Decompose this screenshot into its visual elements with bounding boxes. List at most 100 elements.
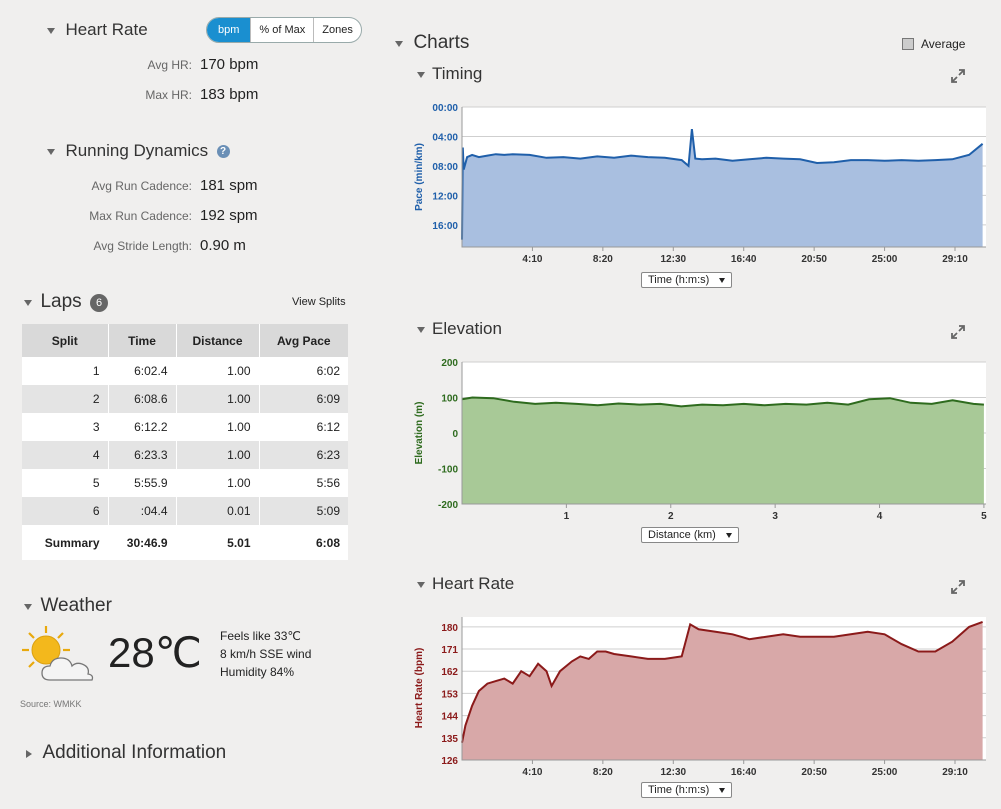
y-tick-label: 171 (441, 645, 458, 656)
charts-section-header[interactable]: Charts (395, 32, 469, 54)
stat-value: 0.90 m (200, 237, 246, 254)
col-avg-pace[interactable]: Avg Pace (259, 324, 348, 357)
y-tick-label: 16:00 (432, 221, 458, 232)
cell-time: 6:23.3 (108, 441, 177, 469)
checkbox-box[interactable] (902, 38, 914, 50)
y-tick-label: 144 (441, 712, 458, 723)
y-tick-label: 12:00 (432, 191, 458, 202)
cell-avg-pace: 5:09 (259, 497, 348, 525)
x-tick-label: 12:30 (661, 254, 687, 265)
cell-total-time: 30:46.9 (108, 525, 177, 560)
chevron-down-icon (725, 532, 732, 538)
y-tick-label: 126 (441, 756, 458, 767)
cell-distance: 1.00 (176, 441, 260, 469)
series-line (461, 128, 984, 240)
cell-avg-pace: 6:23 (259, 441, 348, 469)
cell-distance: 0.01 (176, 497, 260, 525)
heart-rate-unit-toggle[interactable]: bpm % of Max Zones (206, 17, 362, 43)
stat-avg-run-cadence: Avg Run Cadence: 181 spm (40, 177, 257, 194)
weather-temperature: 28℃ (108, 629, 202, 676)
additional-info-title: Additional Information (42, 742, 227, 763)
cell-distance: 1.00 (176, 357, 260, 385)
additional-info-section-header[interactable]: Additional Information (26, 742, 226, 764)
x-tick-label: 25:00 (872, 254, 898, 265)
x-axis-selector-label: Time (h:m:s) (648, 274, 710, 286)
toggle-percent-max[interactable]: % of Max (250, 18, 313, 42)
axis-lines (461, 107, 986, 248)
col-distance[interactable]: Distance (176, 324, 260, 357)
col-split[interactable]: Split (22, 324, 109, 357)
running-dynamics-section-header[interactable]: Running Dynamics ? (47, 141, 230, 161)
view-splits-link[interactable]: View Splits (292, 296, 346, 308)
expand-icon[interactable] (950, 579, 966, 595)
weather-humidity: Humidity 84% (220, 665, 295, 679)
y-tick-label: 153 (441, 689, 458, 700)
chart-header-1[interactable]: Elevation (417, 319, 502, 339)
expand-triangle-icon (26, 749, 32, 758)
y-axis-label: Elevation (m) (414, 402, 425, 465)
y-tick-label: 200 (441, 358, 458, 369)
laps-section-header[interactable]: Laps 6 (24, 291, 109, 313)
table-row: 1 6:02.4 1.00 6:02 (22, 357, 348, 385)
chart-title: Elevation (432, 319, 502, 338)
x-tick-label: 20:50 (801, 767, 827, 778)
summary-row: Summary 30:46.9 5.01 6:08 (22, 525, 348, 560)
table-row: 2 6:08.6 1.00 6:09 (22, 385, 348, 413)
cell-time: 6:12.2 (108, 413, 177, 441)
x-tick-label: 8:20 (593, 254, 613, 265)
cell-avg-pace: 6:09 (259, 385, 348, 413)
y-tick-label: 180 (441, 623, 458, 634)
cell-distance: 1.00 (176, 385, 260, 413)
average-checkbox[interactable]: Average (902, 37, 965, 51)
axis-lines (461, 362, 986, 505)
weather-section-header[interactable]: Weather (24, 595, 112, 617)
x-tick-label: 16:40 (731, 767, 757, 778)
cell-split: 4 (22, 441, 109, 469)
cell-avg-pace: 6:02 (259, 357, 348, 385)
plot-background (462, 362, 986, 504)
x-axis-selector[interactable]: Time (h:m:s) (641, 272, 733, 288)
collapse-triangle-icon (417, 326, 425, 333)
y-tick-label: 100 (441, 394, 458, 405)
x-axis-selector-label: Time (h:m:s) (648, 784, 710, 796)
toggle-bpm[interactable]: bpm (207, 18, 251, 42)
x-tick-label: 20:50 (801, 254, 827, 265)
x-tick-label: 3 (772, 511, 778, 522)
stat-avg-hr: Avg HR: 170 bpm (40, 56, 259, 73)
x-tick-label: 29:10 (942, 767, 968, 778)
expand-icon[interactable] (950, 68, 966, 84)
info-icon[interactable]: ? (216, 145, 230, 159)
partly-cloudy-icon (22, 626, 94, 681)
cell-time: 5:55.9 (108, 469, 177, 497)
collapse-triangle-icon (417, 581, 425, 588)
table-row: 3 6:12.2 1.00 6:12 (22, 413, 348, 441)
stat-max-hr: Max HR: 183 bpm (40, 86, 258, 103)
cell-avg-pace: 6:12 (259, 413, 348, 441)
cell-split: 1 (22, 357, 109, 385)
cell-split: 3 (22, 413, 109, 441)
cell-summary-label: Summary (22, 525, 109, 560)
cell-time: 6:08.6 (108, 385, 177, 413)
x-axis-selector[interactable]: Distance (km) (641, 527, 739, 543)
heart-rate-section-header[interactable]: Heart Rate (47, 20, 148, 40)
cell-split: 6 (22, 497, 109, 525)
running-dynamics-title: Running Dynamics (65, 141, 209, 160)
x-axis-selector[interactable]: Time (h:m:s) (641, 782, 733, 798)
y-tick-label: 08:00 (432, 162, 458, 173)
cell-time: 6:02.4 (108, 357, 177, 385)
toggle-zones[interactable]: Zones (313, 18, 361, 42)
average-label: Average (921, 37, 966, 51)
collapse-triangle-icon (24, 299, 32, 306)
x-tick-label: 1 (564, 511, 570, 522)
x-axis-selector-label: Distance (km) (648, 529, 716, 541)
x-tick-label: 25:00 (872, 767, 898, 778)
chevron-down-icon (719, 787, 726, 793)
stat-value: 192 spm (200, 207, 258, 224)
y-axis-label: Pace (min/km) (414, 143, 425, 211)
col-time[interactable]: Time (108, 324, 177, 357)
chart-header-0[interactable]: Timing (417, 64, 482, 84)
y-tick-label: -100 (438, 465, 458, 476)
chart-title: Timing (432, 64, 483, 83)
chart-header-2[interactable]: Heart Rate (417, 574, 514, 594)
expand-icon[interactable] (950, 324, 966, 340)
